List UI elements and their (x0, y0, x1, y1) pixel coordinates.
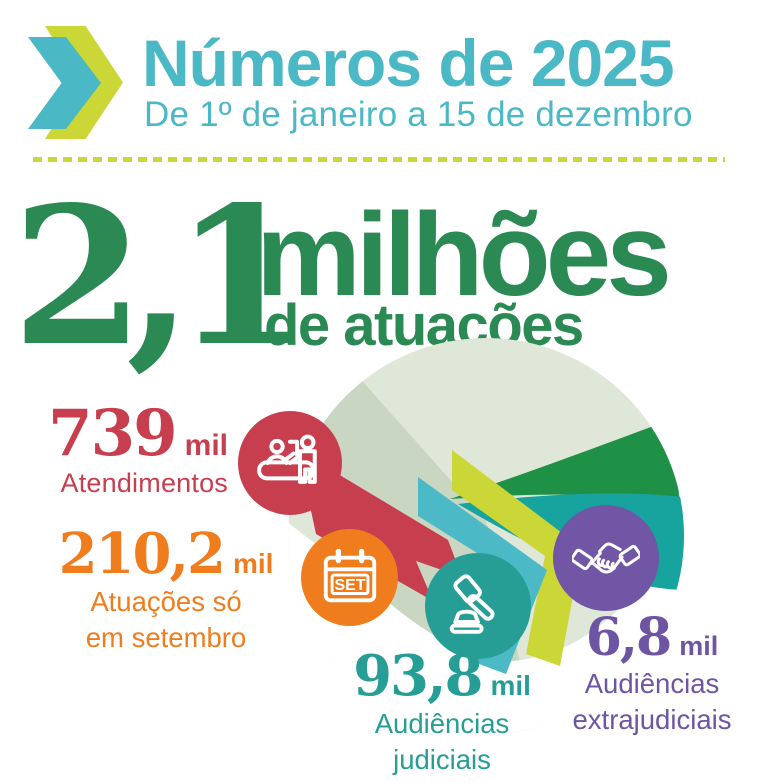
stat-value: 6,8 (585, 607, 672, 668)
stat-label-line2: em setembro (85, 621, 247, 653)
stat-unit: mil (490, 670, 531, 701)
stat-unit: mil (679, 631, 719, 661)
september-bubble: SET (301, 529, 398, 626)
stat-value: 93,8 (353, 643, 483, 709)
stat-value: 210,2 (58, 521, 226, 587)
calendar-month-text: SET (334, 577, 365, 594)
stat-atuacoes-setembro: 210,2 mil Atuações só em setembro (44, 526, 288, 654)
stat-value: 739 (48, 396, 178, 471)
dashed-divider (33, 157, 725, 162)
handshake-icon (572, 542, 640, 574)
attendance-bubble (238, 411, 342, 515)
hero-value: 2,1 (12, 165, 307, 388)
page-title: Números de 2025 (142, 26, 675, 100)
extrajudicial-bubble (553, 505, 659, 611)
stat-label-line2: judiciais (393, 743, 491, 775)
stat-audiencias-judiciais: 93,8 mil Audiências judiciais (328, 648, 556, 776)
stat-unit: mil (184, 429, 228, 462)
judicial-bubble (425, 553, 531, 659)
page-subtitle: De 1º de janeiro a 15 de dezembro (144, 95, 693, 134)
gavel-icon (449, 574, 495, 634)
dark-green-band (450, 419, 680, 506)
stat-label-line1: Audiências (584, 668, 720, 699)
double-chevron-logo (28, 26, 128, 141)
stat-label-line2: extrajudiciais (572, 703, 732, 735)
stat-atendimentos: 739 mil Atendimentos (10, 402, 228, 497)
lime-chevron-band (452, 450, 582, 666)
stat-unit: mil (232, 548, 274, 579)
reception-desk-icon (257, 434, 317, 484)
stat-audiencias-extrajudiciais: 6,8 mil Audiências extrajudiciais (546, 612, 758, 736)
stat-label: Atendimentos (60, 468, 228, 498)
red-ribbon-arrow (298, 450, 462, 601)
calendar-september-icon: SET (323, 548, 376, 602)
hero-unit: milhões (256, 189, 672, 321)
stat-label-line1: Audiências (374, 708, 510, 739)
stat-label-line1: Atuações só (90, 586, 242, 617)
